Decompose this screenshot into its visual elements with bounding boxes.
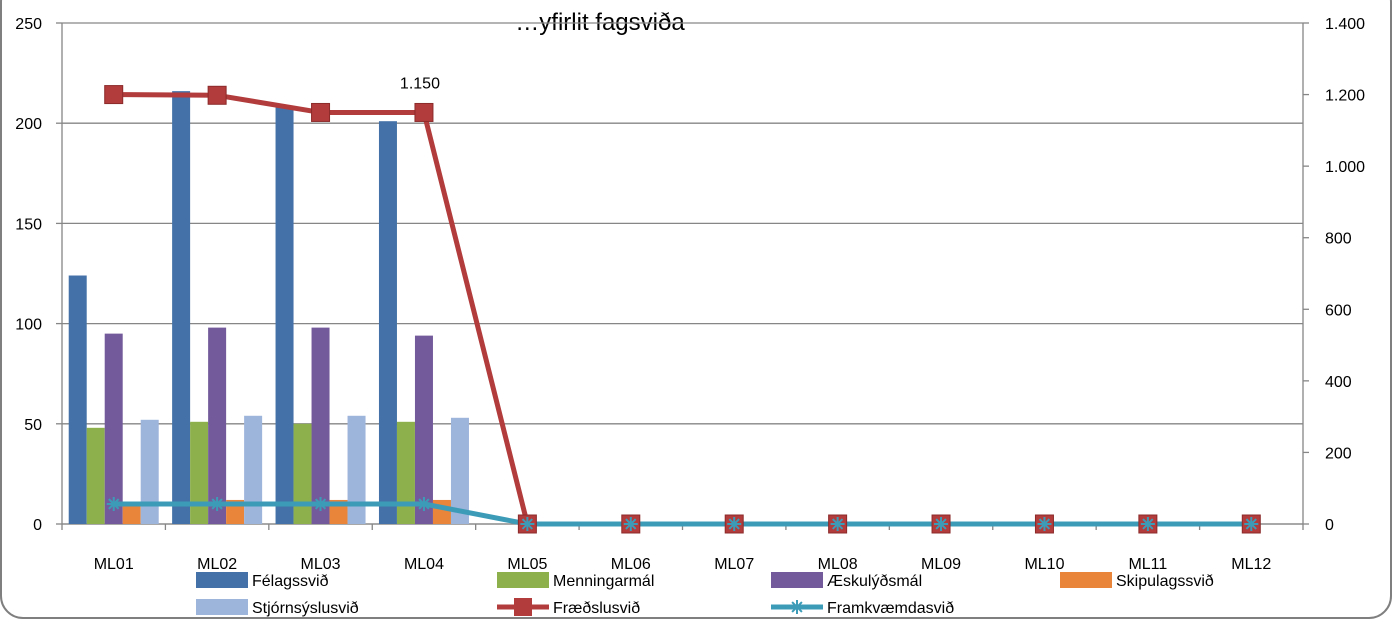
- line-marker: [106, 496, 121, 511]
- line-marker: [311, 102, 331, 122]
- legend-swatch: [497, 572, 549, 588]
- bar: [275, 107, 294, 524]
- legend-swatch: [1060, 572, 1112, 588]
- bar: [86, 427, 105, 524]
- x-axis-tick-label: ML08: [818, 556, 858, 573]
- x-axis-tick-label: ML10: [1024, 556, 1064, 573]
- line-marker: [1037, 517, 1052, 531]
- line-marker: [1140, 517, 1155, 531]
- bar: [244, 415, 263, 524]
- bar: [378, 121, 397, 525]
- right-axis-tick-label: 1.400: [1325, 16, 1365, 33]
- legend-label: Æskulýðsmál: [827, 573, 922, 590]
- legend-label: Fræðslusvið: [553, 600, 640, 617]
- line-marker: [104, 85, 124, 105]
- legend-label: Stjórnsýslusvið: [252, 600, 359, 617]
- data-label: 1.150: [400, 75, 440, 92]
- left-axis-tick-label: 100: [15, 317, 42, 334]
- bar: [208, 327, 227, 524]
- left-axis-tick-label: 50: [24, 417, 42, 434]
- right-axis-tick-label: 400: [1325, 374, 1352, 391]
- x-axis-tick-label: ML02: [197, 556, 237, 573]
- x-axis-tick-label: ML06: [611, 556, 651, 573]
- bar: [450, 417, 469, 524]
- legend-swatch: [196, 572, 248, 588]
- bar: [140, 419, 159, 524]
- x-axis-tick-label: ML09: [921, 556, 961, 573]
- bar: [347, 415, 366, 524]
- bar: [432, 499, 451, 524]
- legend-label: Félagssvið: [252, 573, 329, 590]
- legend-swatch: [196, 599, 248, 615]
- right-axis-tick-label: 0: [1325, 517, 1334, 534]
- bar: [311, 327, 330, 524]
- bar: [293, 423, 312, 524]
- right-axis-tick-label: 800: [1325, 231, 1352, 248]
- line-marker: [520, 517, 535, 531]
- left-axis-tick-label: 0: [33, 517, 42, 534]
- legend-label: Skipulagssvið: [1116, 573, 1214, 590]
- bar: [172, 91, 191, 525]
- bar: [414, 335, 433, 524]
- left-axis-tick-label: 250: [15, 16, 42, 33]
- legend-label: Framkvæmdasvið: [827, 600, 954, 617]
- line-marker: [1244, 517, 1259, 531]
- left-axis-tick-label: 150: [15, 216, 42, 233]
- line-marker: [727, 517, 742, 531]
- line-marker: [313, 496, 328, 511]
- bar: [104, 333, 123, 524]
- line-marker: [207, 85, 227, 105]
- left-axis-tick-label: 200: [15, 116, 42, 133]
- line-marker: [934, 517, 949, 531]
- legend-label: Menningarmál: [553, 573, 654, 590]
- bar: [396, 421, 415, 524]
- x-axis-tick-label: ML03: [301, 556, 341, 573]
- x-axis-tick-label: ML01: [94, 556, 134, 573]
- x-axis-tick-label: ML07: [714, 556, 754, 573]
- legend-swatch: [771, 572, 823, 588]
- line-marker: [210, 496, 225, 511]
- bar: [190, 421, 209, 524]
- legend-marker: [790, 600, 804, 614]
- x-axis-tick-label: ML11: [1128, 556, 1167, 573]
- legend-marker: [514, 598, 532, 616]
- line-marker: [414, 102, 434, 122]
- x-axis-tick-label: ML05: [507, 556, 547, 573]
- x-axis-tick-label: ML12: [1231, 556, 1271, 573]
- line-marker: [416, 496, 431, 511]
- x-axis-tick-label: ML04: [404, 556, 444, 573]
- bar: [68, 275, 87, 524]
- right-axis-tick-label: 200: [1325, 445, 1352, 462]
- line-marker: [830, 517, 845, 531]
- right-axis-tick-label: 600: [1325, 302, 1352, 319]
- right-axis-tick-label: 1.000: [1325, 159, 1365, 176]
- bar: [122, 501, 141, 524]
- series-line: [113, 501, 1252, 527]
- line-marker: [623, 517, 638, 531]
- right-axis-tick-label: 1.200: [1325, 88, 1365, 105]
